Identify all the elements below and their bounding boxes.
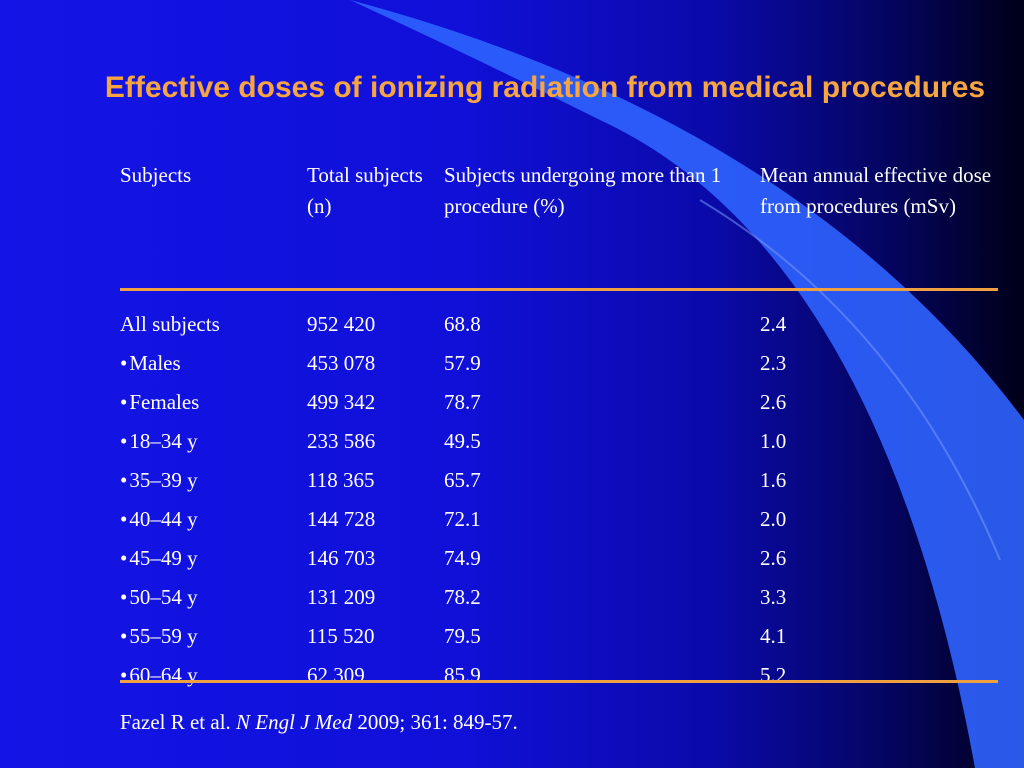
cell-subject: •50–54 y — [120, 583, 198, 611]
bullet-icon: • — [120, 390, 128, 414]
table-top-rule — [120, 288, 998, 291]
cell-subject: •40–44 y — [120, 505, 198, 533]
cell-total: 62 309 — [307, 663, 365, 687]
cell-dose: 2.3 — [760, 351, 787, 375]
cell-total: 499 342 — [307, 390, 376, 414]
cell-subject: •35–39 y — [120, 466, 198, 494]
cell-subject: •Males — [120, 349, 181, 377]
swoosh-band — [350, 0, 1024, 768]
cell-total: 453 078 — [307, 351, 376, 375]
cell-total: 144 728 — [307, 507, 376, 531]
bullet-icon: • — [120, 351, 128, 375]
cell-dose: 5.2 — [760, 663, 787, 687]
cell-dose: 4.1 — [760, 624, 787, 648]
cell-percent: 74.9 — [444, 546, 481, 570]
header-subjects-more-than-one: Subjects undergoing more than 1 procedur… — [444, 163, 722, 218]
cell-dose: 1.0 — [760, 429, 787, 453]
subject-label: 60–64 y — [129, 663, 198, 687]
subject-label: Females — [129, 390, 200, 414]
cell-total: 118 365 — [307, 468, 375, 492]
subject-label: 45–49 y — [129, 546, 198, 570]
citation-journal: N Engl J Med — [236, 710, 353, 734]
cell-subject: All subjects — [120, 310, 220, 338]
cell-percent: 78.2 — [444, 585, 481, 609]
swoosh-highlight — [699, 199, 1001, 561]
slide-title: Effective doses of ionizing radiation fr… — [104, 71, 986, 104]
bullet-icon: • — [120, 429, 128, 453]
cell-percent: 85.9 — [444, 663, 481, 687]
cell-dose: 3.3 — [760, 585, 787, 609]
cell-percent: 49.5 — [444, 429, 481, 453]
cell-total: 131 209 — [307, 585, 376, 609]
header-subjects: Subjects — [120, 163, 192, 187]
cell-percent: 72.1 — [444, 507, 481, 531]
cell-total: 952 420 — [307, 312, 376, 336]
subject-label: 50–54 y — [129, 585, 198, 609]
cell-subject: •55–59 y — [120, 622, 198, 650]
cell-dose: 2.4 — [760, 312, 787, 336]
bullet-icon: • — [120, 546, 128, 570]
cell-dose: 2.6 — [760, 546, 787, 570]
cell-dose: 2.6 — [760, 390, 787, 414]
subject-label: 40–44 y — [129, 507, 198, 531]
citation: Fazel R et al. N Engl J Med 2009; 361: 8… — [120, 708, 518, 736]
table-bottom-rule — [120, 680, 998, 683]
subject-label: All subjects — [120, 312, 220, 336]
bullet-icon: • — [120, 663, 128, 687]
cell-percent: 68.8 — [444, 312, 481, 336]
cell-subject: •18–34 y — [120, 427, 198, 455]
cell-dose: 2.0 — [760, 507, 787, 531]
cell-total: 146 703 — [307, 546, 376, 570]
bullet-icon: • — [120, 468, 128, 492]
cell-subject: •60–64 y — [120, 661, 198, 689]
cell-subject: •Females — [120, 388, 199, 416]
subject-label: 35–39 y — [129, 468, 198, 492]
bullet-icon: • — [120, 507, 128, 531]
cell-percent: 79.5 — [444, 624, 481, 648]
cell-percent: 65.7 — [444, 468, 481, 492]
citation-details: 2009; 361: 849-57. — [352, 710, 518, 734]
subject-label: 55–59 y — [129, 624, 198, 648]
header-total-subjects: Total subjects (n) — [307, 163, 423, 218]
cell-total: 233 586 — [307, 429, 376, 453]
cell-subject: •45–49 y — [120, 544, 198, 572]
bullet-icon: • — [120, 585, 128, 609]
cell-percent: 57.9 — [444, 351, 481, 375]
cell-percent: 78.7 — [444, 390, 481, 414]
cell-dose: 1.6 — [760, 468, 787, 492]
header-mean-annual-dose: Mean annual effective dose from procedur… — [760, 163, 992, 218]
subject-label: Males — [129, 351, 181, 375]
citation-authors: Fazel R et al. — [120, 710, 237, 734]
bullet-icon: • — [120, 624, 128, 648]
cell-total: 115 520 — [307, 624, 375, 648]
subject-label: 18–34 y — [129, 429, 198, 453]
